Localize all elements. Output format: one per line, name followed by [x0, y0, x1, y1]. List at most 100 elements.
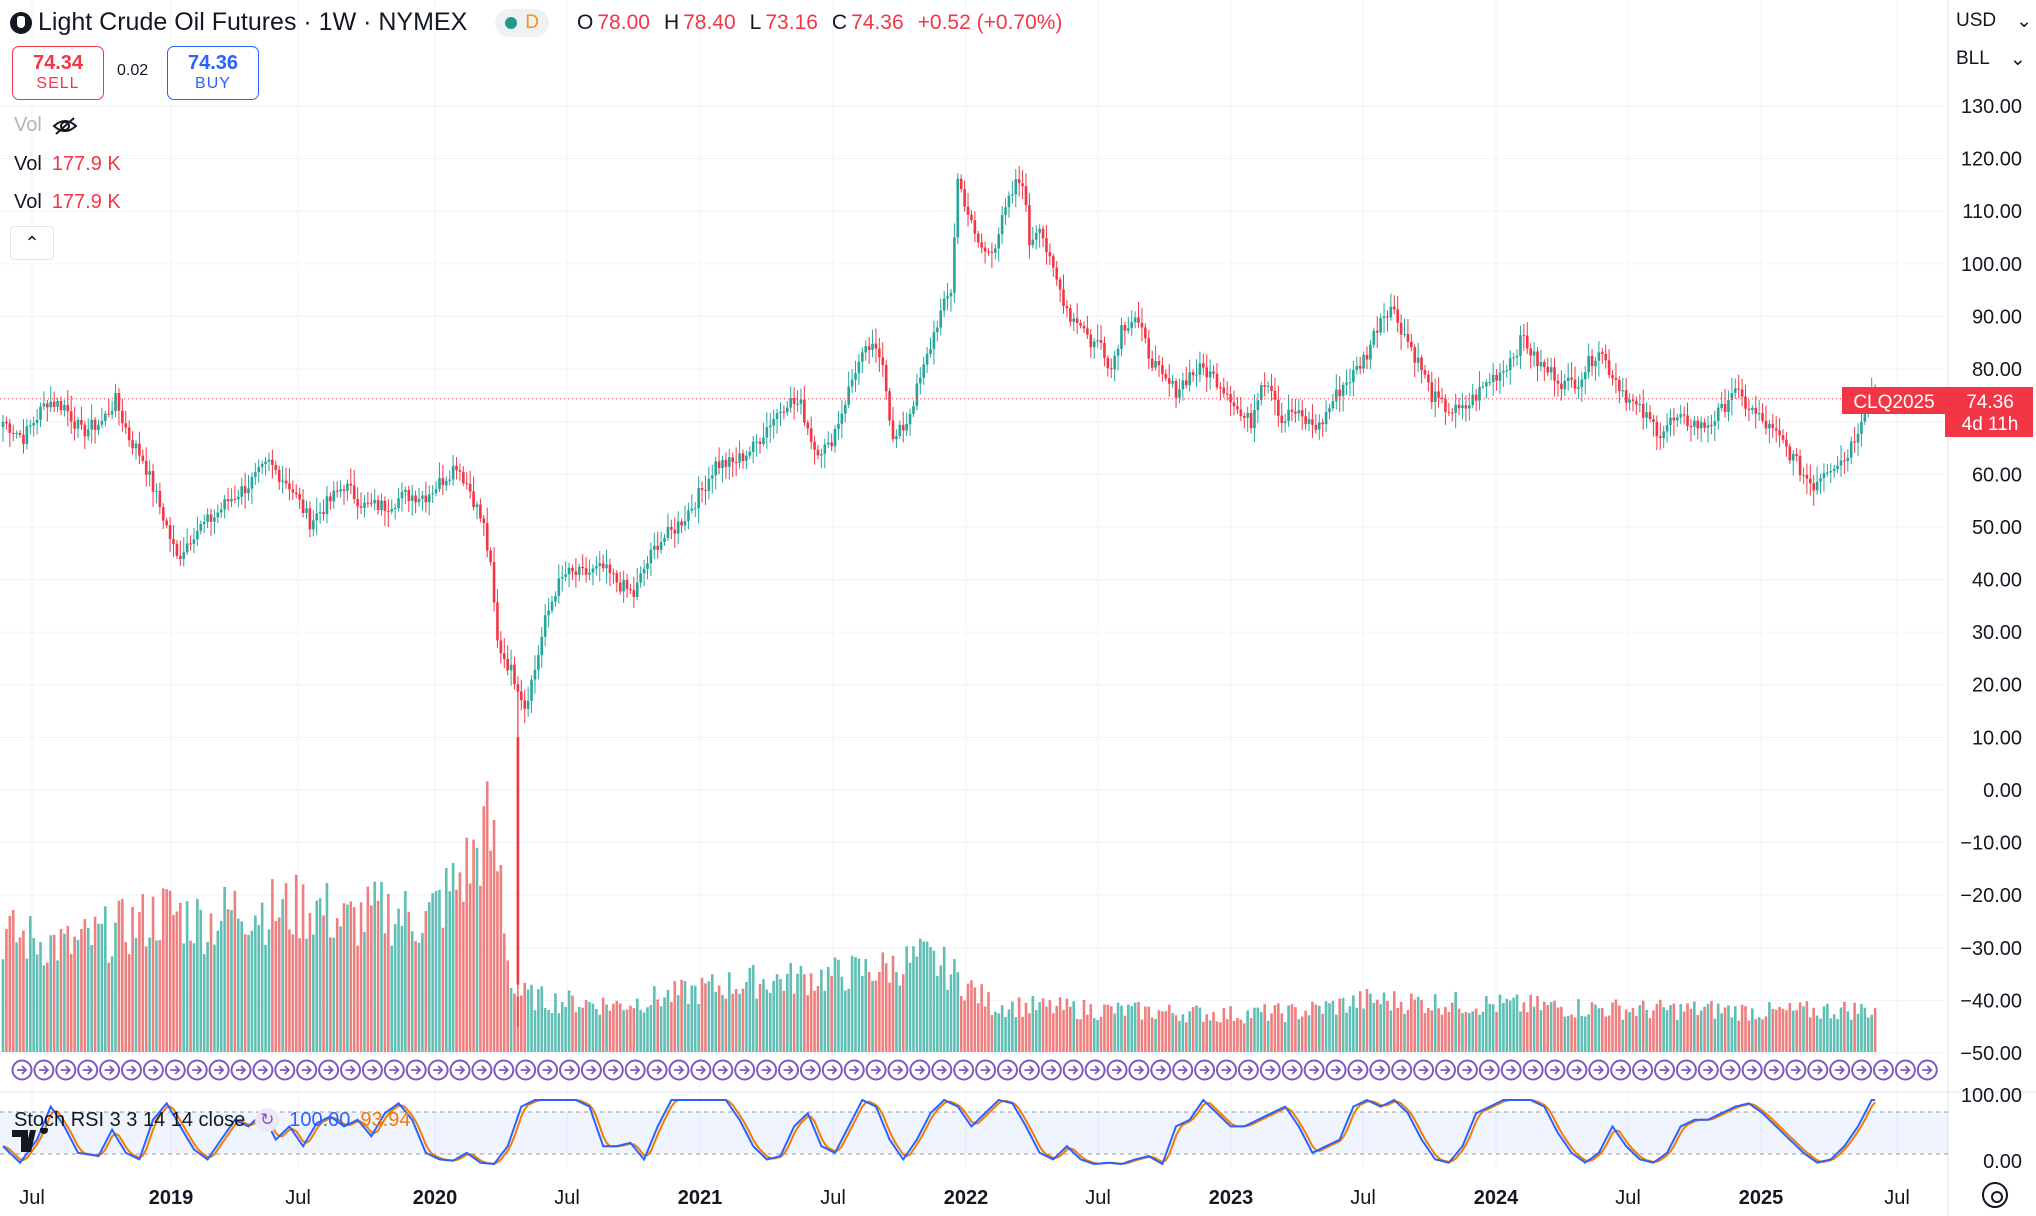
candle-body[interactable] [1580, 379, 1584, 388]
candle-body[interactable] [768, 425, 772, 428]
candle-body[interactable] [1017, 179, 1021, 184]
candle-body[interactable] [451, 465, 455, 480]
candle-body[interactable] [52, 401, 56, 407]
candle-body[interactable] [663, 537, 666, 543]
candle-body[interactable] [755, 441, 758, 443]
candle-body[interactable] [1379, 318, 1382, 333]
candle-body[interactable] [581, 566, 584, 569]
candle-body[interactable] [932, 332, 936, 349]
candle-body[interactable] [1485, 382, 1488, 387]
event-marker-icon[interactable] [77, 1059, 99, 1081]
candle-body[interactable] [1328, 408, 1331, 412]
event-marker-icon[interactable] [1325, 1059, 1347, 1081]
candle-body[interactable] [918, 377, 922, 384]
candle-body[interactable] [1710, 425, 1713, 427]
candle-body[interactable] [939, 310, 943, 328]
candle-body[interactable] [884, 365, 888, 392]
candle-body[interactable] [1082, 325, 1086, 329]
candle-body[interactable] [1440, 397, 1444, 400]
event-marker-icon[interactable] [515, 1059, 537, 1081]
event-marker-icon[interactable] [712, 1059, 734, 1081]
candle-body[interactable] [1843, 460, 1846, 462]
candle-body[interactable] [854, 373, 857, 380]
candle-body[interactable] [1195, 374, 1198, 376]
candle-body[interactable] [1242, 415, 1246, 418]
candle-body[interactable] [1300, 410, 1304, 417]
candles[interactable] [1, 165, 1877, 1027]
candle-body[interactable] [632, 590, 636, 597]
candle-body[interactable] [182, 552, 186, 559]
candle-body[interactable] [1396, 309, 1399, 323]
candle-body[interactable] [155, 491, 158, 493]
event-marker-icon[interactable] [449, 1059, 471, 1081]
event-marker-icon[interactable] [1347, 1059, 1369, 1081]
candle-body[interactable] [1167, 378, 1171, 384]
event-marker-icon[interactable] [164, 1059, 186, 1081]
candle-body[interactable] [997, 234, 1001, 249]
candle-body[interactable] [35, 419, 39, 424]
candle-body[interactable] [796, 403, 799, 405]
candle-body[interactable] [223, 499, 226, 510]
candle-body[interactable] [1075, 318, 1079, 323]
candle-body[interactable] [949, 292, 953, 297]
candle-body[interactable] [1771, 423, 1775, 429]
candle-body[interactable] [1795, 453, 1798, 457]
candle-body[interactable] [1471, 394, 1475, 406]
event-marker-icon[interactable] [1281, 1059, 1303, 1081]
candle-body[interactable] [219, 509, 223, 513]
candle-body[interactable] [629, 589, 632, 591]
event-marker-icon[interactable] [427, 1059, 449, 1081]
candle-body[interactable] [792, 398, 796, 404]
candle-body[interactable] [550, 601, 554, 611]
candle-body[interactable] [714, 461, 717, 476]
candle-body[interactable] [1508, 358, 1512, 371]
candle-body[interactable] [1853, 441, 1856, 443]
candle-body[interactable] [1481, 386, 1485, 388]
candle-body[interactable] [1645, 412, 1648, 418]
candle-body[interactable] [584, 568, 588, 575]
candle-body[interactable] [1491, 374, 1495, 383]
candle-body[interactable] [1161, 365, 1164, 375]
candle-body[interactable] [342, 489, 346, 491]
candle-body[interactable] [588, 572, 591, 575]
candle-body[interactable] [591, 568, 595, 573]
candle-body[interactable] [526, 700, 530, 709]
candle-body[interactable] [1519, 335, 1522, 356]
candle-body[interactable] [479, 504, 482, 519]
candle-body[interactable] [1198, 363, 1202, 375]
candle-body[interactable] [1259, 385, 1263, 401]
event-marker-icon[interactable] [1873, 1059, 1894, 1081]
candle-body[interactable] [465, 483, 469, 485]
candle-body[interactable] [1236, 406, 1239, 410]
candle-body[interactable] [209, 514, 213, 522]
candle-body[interactable] [1157, 361, 1161, 366]
candle-body[interactable] [22, 434, 25, 445]
candle-body[interactable] [533, 669, 537, 680]
candle-body[interactable] [18, 433, 22, 435]
event-marker-icon[interactable] [1894, 1059, 1916, 1081]
candle-body[interactable] [121, 410, 124, 424]
candle-body[interactable] [1154, 361, 1157, 368]
candle-body[interactable] [734, 462, 738, 464]
candle-body[interactable] [751, 441, 755, 452]
candle-body[interactable] [233, 498, 237, 500]
candle-body[interactable] [1086, 328, 1089, 335]
candle-body[interactable] [472, 491, 475, 508]
candle-body[interactable] [1290, 409, 1294, 412]
candle-body[interactable] [73, 421, 76, 429]
candle-body[interactable] [1416, 357, 1420, 363]
candle-body[interactable] [789, 398, 793, 408]
candle-body[interactable] [1560, 383, 1563, 390]
event-marker-icon[interactable] [1763, 1059, 1785, 1081]
candle-body[interactable] [427, 494, 431, 503]
candle-body[interactable] [537, 655, 540, 670]
candle-body[interactable] [1563, 380, 1567, 390]
candle-body[interactable] [332, 490, 336, 502]
candle-body[interactable] [646, 563, 649, 569]
candle-body[interactable] [864, 346, 868, 353]
candle-body[interactable] [840, 413, 844, 424]
event-marker-icon[interactable] [602, 1059, 624, 1081]
candle-body[interactable] [243, 486, 247, 494]
candle-body[interactable] [983, 247, 987, 252]
candle-body[interactable] [990, 251, 994, 253]
